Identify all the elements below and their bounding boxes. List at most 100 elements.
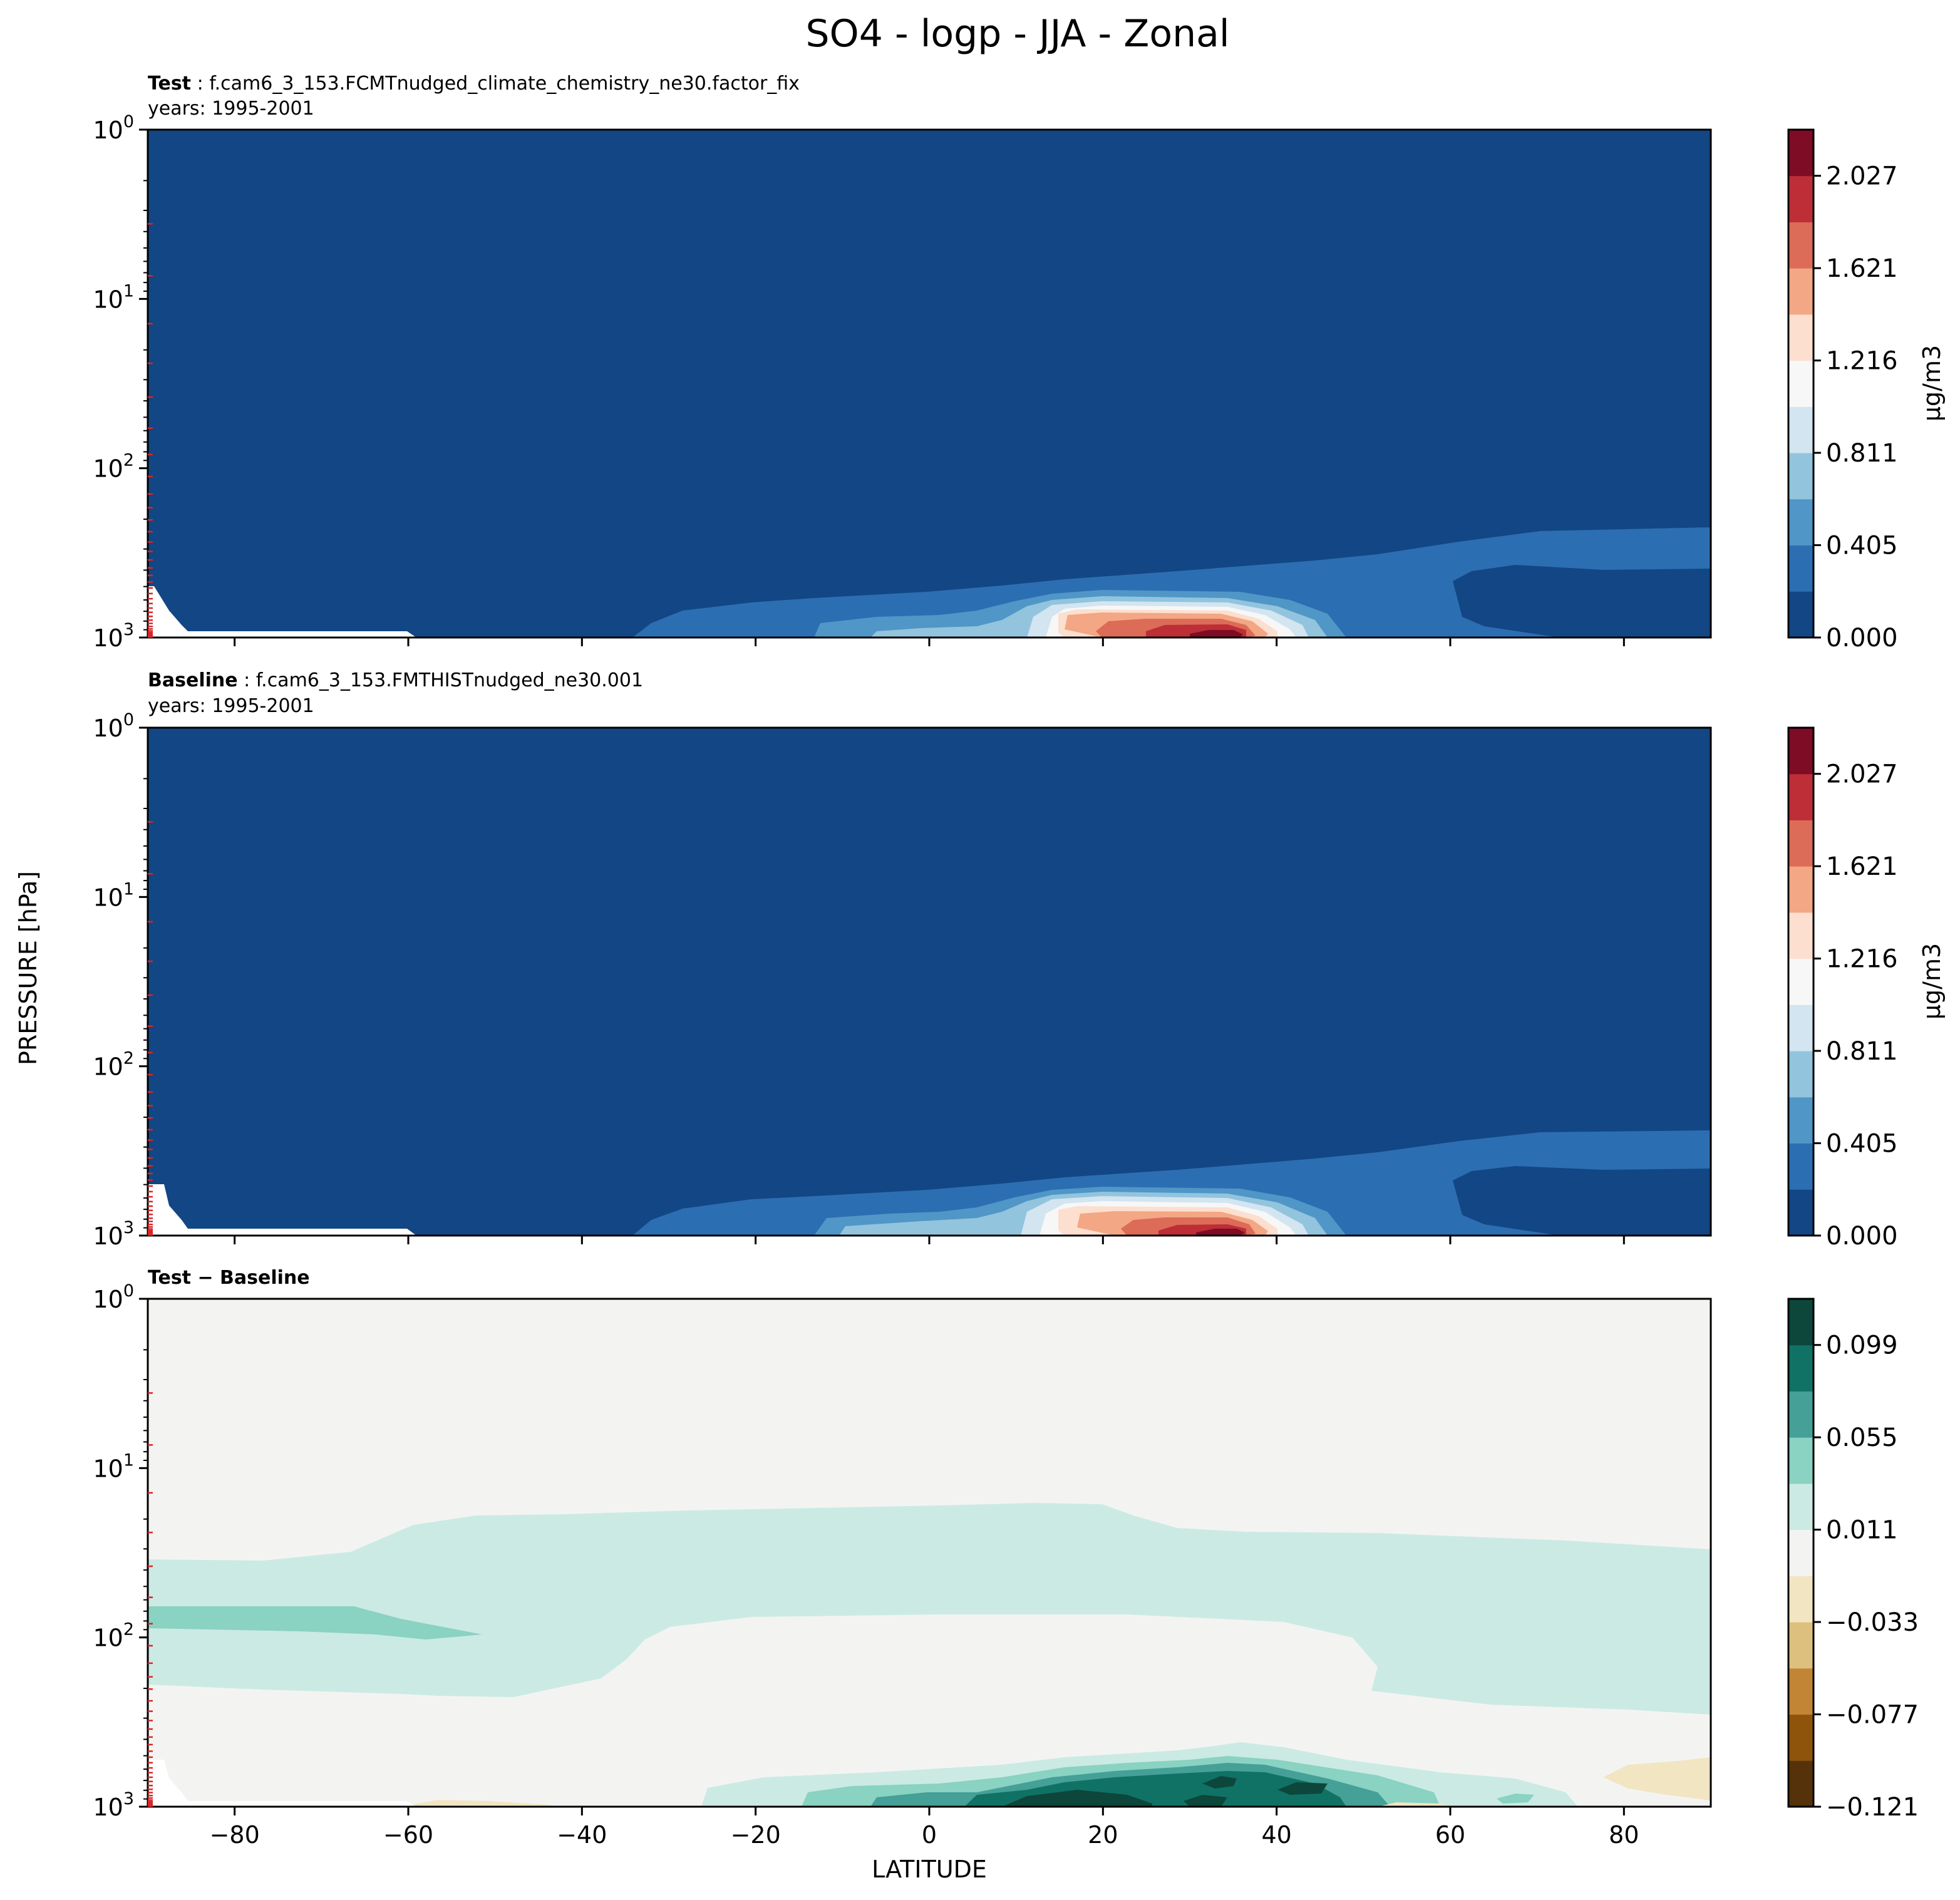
colorbar-segment [1788,773,1813,820]
colorbar-segment [1788,453,1813,500]
diff-missing [148,1760,416,1807]
panel-test-minor-ticks [148,223,153,638]
panel-baseline-years: years: 1995-2001 [148,695,314,717]
panel-test-colorbar: 0.000 0.405 0.811 1.216 1.621 2.027 [1787,128,1898,653]
panel-baseline-contours [148,728,1711,1236]
panel-test-title: Test : f.cam6_3_153.FCMTnudged_climate_c… [148,73,800,95]
test-level-1 [632,527,1711,638]
colorbar-tick-label: 0.811 [1826,439,1898,468]
panel-diff-title-bold: Test − Baseline [148,1267,310,1289]
diff-negative-south [401,1800,551,1807]
diff-negative-arctic [1603,1757,1711,1800]
panel-baseline-colorbar: 0.000 0.405 0.811 1.216 1.621 2.027 [1787,726,1898,1251]
panel-diff-xticks: −80 −60 −40 −20 0 20 40 60 80 [210,1807,1639,1849]
baseline-level-10 [1196,1229,1245,1236]
panel-baseline-title: Baseline : f.cam6_3_153.FMTHISTnudged_ne… [148,669,643,691]
panel-test-years: years: 1995-2001 [148,98,314,120]
diff-negative-mid [1378,1802,1453,1807]
colorbar-segment [1788,1576,1813,1623]
colorbar-tick-label: 0.405 [1826,532,1898,560]
colorbar-segment [1788,1143,1813,1190]
colorbar-segment [1788,360,1813,407]
panel-baseline-minor-ticks [148,821,153,1236]
colorbar-tick-label: 1.216 [1826,347,1898,376]
panel-test-title-rest: : f.cam6_3_153.FCMTnudged_climate_chemis… [191,73,800,95]
colorbar-tick-label: −0.077 [1826,1701,1919,1730]
colorbar-segment [1788,591,1813,638]
colorbar-segment [1788,820,1813,867]
panel-test-title-bold: Test [148,73,191,95]
colorbar-segment [1788,1760,1813,1807]
x-tick-label: −40 [557,1821,607,1849]
diff-band-small-positive [148,1503,1711,1715]
y-tick-label: 101 [93,281,134,313]
y-tick-label: 102 [93,1049,134,1081]
colorbar-segment [1788,1097,1813,1144]
x-tick-label: −60 [383,1821,433,1849]
y-tick-label: 101 [93,879,134,911]
colorbar-segment [1788,498,1813,546]
panel-baseline-unit: μg/m3 [1918,943,1946,1020]
y-tick-label: 103 [93,620,134,652]
colorbar-tick-label: −0.033 [1826,1608,1919,1637]
colorbar-frame [1787,128,1815,639]
y-axis-label: PRESSURE [hPa] [14,871,42,1065]
diff-band-mid-positive [148,1606,482,1639]
baseline-missing [148,1184,416,1236]
panel-baseline-yticks: 100 101 102 103 [93,710,148,1250]
colorbar-tick-label: 0.405 [1826,1130,1898,1159]
colorbar-segment [1788,175,1813,222]
y-tick-label: 103 [93,1218,134,1250]
colorbar-segment [1788,1299,1813,1346]
panel-test: Test : f.cam6_3_153.FCMTnudged_climate_c… [93,73,1946,653]
colorbar-segment [1788,545,1813,592]
colorbar-segment [1788,866,1813,913]
x-tick-label: 60 [1435,1821,1465,1849]
panel-test-contours [148,130,1711,638]
colorbar-tick-label: 0.811 [1826,1037,1898,1066]
colorbar-tick-label: 0.011 [1826,1516,1898,1545]
x-tick-label: 40 [1261,1821,1291,1849]
colorbar-segment [1788,1391,1813,1438]
colorbar-frame [1787,726,1815,1237]
panel-test-yticks: 100 101 102 103 [93,112,148,652]
colorbar-segment [1788,314,1813,361]
colorbar-segment [1788,1189,1813,1236]
x-tick-label: 80 [1609,1821,1639,1849]
colorbar-segment [1788,268,1813,315]
diff-surface-l5d [1184,1795,1227,1807]
colorbar-segment [1788,406,1813,453]
y-tick-label: 102 [93,451,134,483]
x-tick-label: 20 [1088,1821,1118,1849]
colorbar-tick-label: 1.216 [1826,945,1898,974]
y-tick-label: 103 [93,1789,134,1821]
panel-diff-minor-ticks [148,1392,153,1807]
colorbar-segment [1788,1051,1813,1098]
colorbar-tick-label: 0.000 [1826,1222,1898,1251]
y-tick-label: 100 [93,710,134,742]
y-tick-label: 100 [93,1281,134,1313]
panel-diff: Test − Baseline −80 −60 −40 −20 0 20 40 60 80 10… [93,1267,1919,1849]
diff-surface-l2b [1497,1794,1534,1804]
x-tick-label: −20 [731,1821,781,1849]
diff-surface-l5b [1202,1776,1237,1789]
colorbar-segment [1788,912,1813,959]
colorbar-tick-label: 0.099 [1826,1331,1898,1360]
colorbar-segment [1788,1437,1813,1484]
x-axis-label: LATITUDE [872,1856,987,1883]
x-tick-label: 0 [922,1821,937,1849]
panel-diff-yticks: 100 101 102 103 [93,1281,148,1821]
baseline-level-1 [632,1130,1711,1236]
colorbar-segment [1788,1622,1813,1669]
colorbar-segment [1788,1345,1813,1391]
panel-diff-contours [148,1299,1711,1807]
diff-surface-l5 [1002,1790,1152,1807]
figure-title: SO4 - logp - JJA - Zonal [805,12,1229,56]
colorbar-segment [1788,1004,1813,1051]
colorbar-tick-label: 1.621 [1826,254,1898,283]
colorbar-tick-label: −0.121 [1826,1793,1919,1822]
colorbar-tick-label: 2.027 [1826,760,1898,789]
panel-baseline-xticks [234,1236,1625,1244]
panel-baseline-title-rest: : f.cam6_3_153.FMTHISTnudged_ne30.001 [238,669,643,691]
